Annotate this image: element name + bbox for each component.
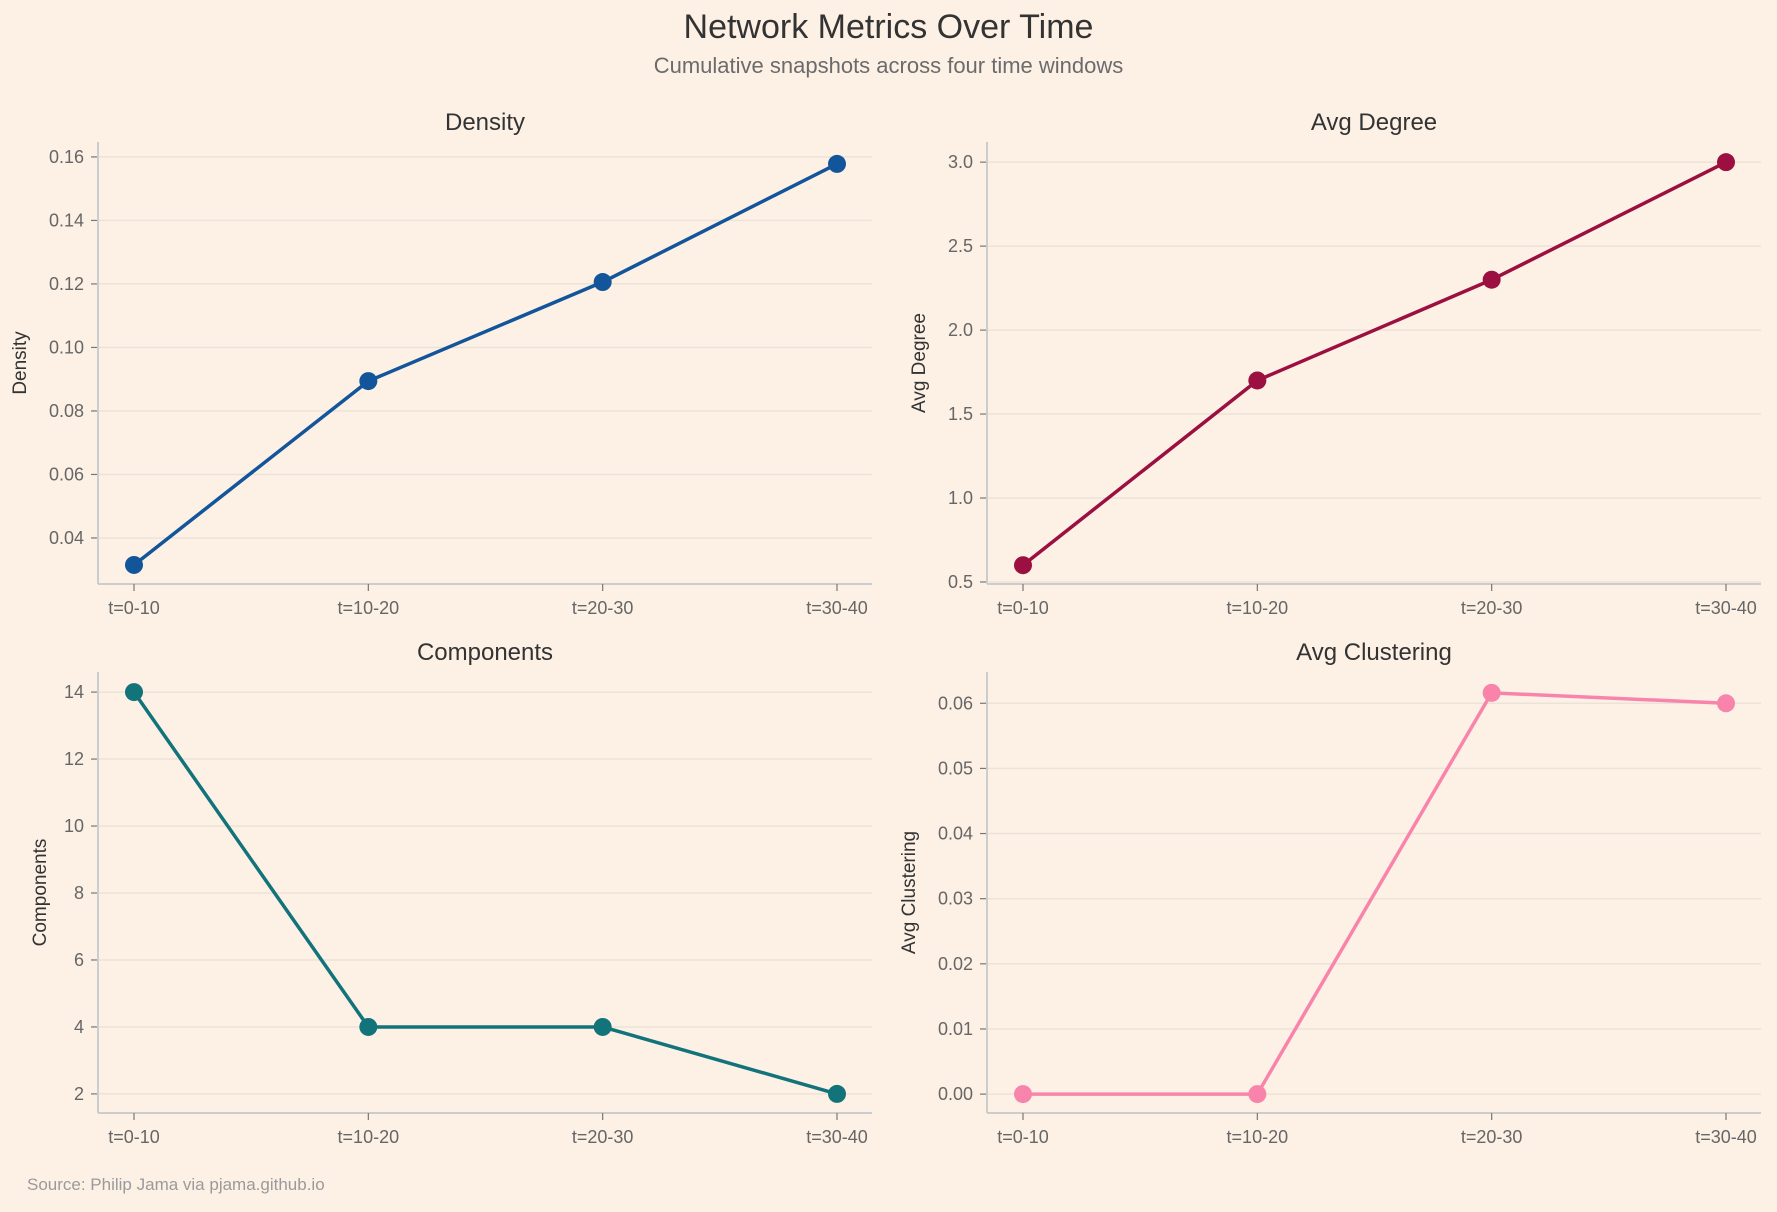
x-tick-label: t=0-10: [108, 598, 160, 618]
y-tick-label: 0.06: [938, 693, 973, 713]
y-tick-label: 1.5: [948, 404, 973, 424]
panel-title: Avg Clustering: [1296, 639, 1452, 666]
x-tick-label: t=30-40: [806, 1127, 868, 1147]
data-point-marker[interactable]: [125, 683, 143, 702]
data-point-marker[interactable]: [1717, 153, 1735, 172]
y-tick-label: 2.0: [948, 320, 973, 340]
panel-avg-clustering: Avg Clustering 0.00 0.01 0.02 0.03 0.04 0.05 0.…: [899, 639, 1761, 1147]
y-tick-label: 0.02: [938, 954, 973, 974]
y-tick-label: 14: [64, 682, 84, 702]
data-point-marker[interactable]: [1482, 270, 1501, 289]
source-note: Source: Philip Jama via pjama.github.io: [27, 1175, 325, 1194]
y-tick-label: 12: [64, 749, 84, 769]
data-point-marker[interactable]: [1014, 556, 1032, 575]
panel-title: Avg Degree: [1311, 109, 1437, 136]
y-tick-label: 0.06: [49, 464, 84, 484]
panel-components: Components 2 4 6 8 10 12 14 t=0-10 t=10-20 t=20-30…: [30, 639, 872, 1147]
data-point-marker[interactable]: [1248, 371, 1267, 390]
x-tick-label: t=10-20: [338, 598, 400, 618]
y-tick-label: 2.5: [948, 236, 973, 256]
data-point-marker[interactable]: [828, 154, 846, 173]
data-point-marker[interactable]: [125, 555, 143, 574]
y-tick-label: 0.04: [938, 824, 973, 844]
panel-avg-degree: Avg Degree 0.5 1.0 1.5 2.0 2.5 3.0 t=0-10 t=10-2…: [909, 109, 1761, 618]
y-tick-label: 6: [74, 950, 84, 970]
figure-subtitle: Cumulative snapshots across four time wi…: [653, 53, 1124, 78]
y-tick-label: 0.5: [948, 572, 973, 592]
x-tick-label: t=20-30: [1461, 1127, 1523, 1147]
y-axis-label: Components: [30, 839, 51, 947]
data-point-marker[interactable]: [1014, 1085, 1032, 1104]
y-tick-label: 0.03: [938, 889, 973, 909]
x-tick-label: t=10-20: [1227, 598, 1289, 618]
y-tick-label: 0.14: [49, 210, 84, 230]
panel-title: Density: [445, 109, 525, 136]
figure-title: Network Metrics Over Time: [683, 8, 1094, 46]
x-tick-label: t=0-10: [997, 1127, 1049, 1147]
data-point-marker[interactable]: [359, 372, 378, 391]
y-tick-label: 0.16: [49, 147, 84, 167]
series-line: [1023, 691, 1727, 1096]
series-line: [132, 162, 838, 567]
y-tick-label: 2: [74, 1084, 84, 1104]
x-tick-label: t=20-30: [1461, 598, 1523, 618]
data-point-marker[interactable]: [593, 1017, 612, 1036]
x-tick-label: t=30-40: [1695, 598, 1757, 618]
y-axis-label: Density: [10, 331, 31, 395]
data-point-marker[interactable]: [1482, 683, 1501, 702]
y-tick-label: 0.12: [49, 274, 84, 294]
y-axis-label: Avg Clustering: [899, 831, 920, 954]
x-tick-label: t=20-30: [572, 1127, 634, 1147]
x-tick-label: t=10-20: [1227, 1127, 1289, 1147]
y-tick-label: 0.08: [49, 401, 84, 421]
panel-title: Components: [417, 639, 553, 666]
y-tick-label: 0.01: [938, 1019, 973, 1039]
x-tick-label: t=30-40: [806, 598, 868, 618]
x-tick-label: t=0-10: [108, 1127, 160, 1147]
y-tick-label: 4: [74, 1017, 84, 1037]
y-tick-label: 8: [74, 883, 84, 903]
data-point-marker[interactable]: [828, 1084, 846, 1103]
x-tick-label: t=30-40: [1695, 1127, 1757, 1147]
y-tick-label: 1.0: [948, 488, 973, 508]
x-tick-label: t=20-30: [572, 598, 634, 618]
data-point-marker[interactable]: [593, 273, 612, 292]
series-line: [132, 691, 838, 1096]
y-tick-label: 0.05: [938, 758, 973, 778]
y-tick-label: 0.10: [49, 337, 84, 357]
data-point-marker[interactable]: [1248, 1085, 1267, 1104]
y-tick-label: 10: [64, 816, 84, 836]
x-tick-label: t=0-10: [997, 598, 1049, 618]
y-tick-label: 0.00: [938, 1084, 973, 1104]
data-point-marker[interactable]: [359, 1017, 378, 1036]
data-point-marker[interactable]: [1717, 694, 1735, 713]
x-tick-label: t=10-20: [338, 1127, 400, 1147]
y-tick-label: 3.0: [948, 152, 973, 172]
y-axis-label: Avg Degree: [909, 313, 930, 413]
y-tick-label: 0.04: [49, 528, 84, 548]
panel-density: Density 0.04 0.06 0.08 0.10 0.12 0.14 0.16 t=0-1…: [10, 109, 872, 618]
series-line: [1021, 160, 1727, 567]
